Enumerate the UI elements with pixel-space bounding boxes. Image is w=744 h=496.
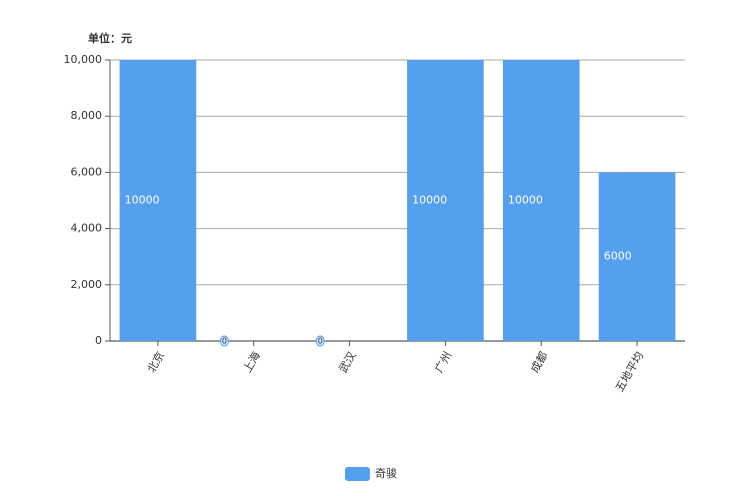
x-tick-label: 广州: [432, 350, 454, 376]
y-tick-label: 8,000: [71, 109, 103, 122]
zero-marker: [219, 335, 229, 347]
y-tick-label: 4,000: [71, 222, 103, 235]
value-label: 10000: [412, 194, 447, 207]
x-tick-label: 五地平均: [613, 350, 646, 395]
unit-label: 单位：元: [88, 31, 132, 45]
bar: [502, 60, 580, 341]
value-label: 6000: [604, 250, 632, 263]
x-tick-label: 上海: [240, 349, 263, 375]
x-tick-label: 成都: [528, 350, 550, 376]
value-label: 10000: [125, 194, 160, 207]
value-label: 0: [318, 337, 323, 346]
zero-marker: [315, 335, 325, 347]
y-tick-label: 2,000: [71, 278, 103, 291]
y-tick-label: 10,000: [64, 53, 103, 66]
bar: [407, 60, 484, 341]
value-label: 0: [222, 337, 227, 346]
value-label: 10000: [508, 194, 543, 207]
legend-swatch: [345, 467, 370, 481]
y-tick-label: 0: [95, 334, 102, 347]
x-tick-label: 北京: [144, 349, 167, 375]
legend-label: 奇骏: [375, 466, 397, 480]
x-tick-label: 武汉: [337, 350, 359, 376]
y-tick-label: 6,000: [71, 165, 103, 178]
bar: [119, 60, 197, 341]
bar: [598, 172, 676, 341]
